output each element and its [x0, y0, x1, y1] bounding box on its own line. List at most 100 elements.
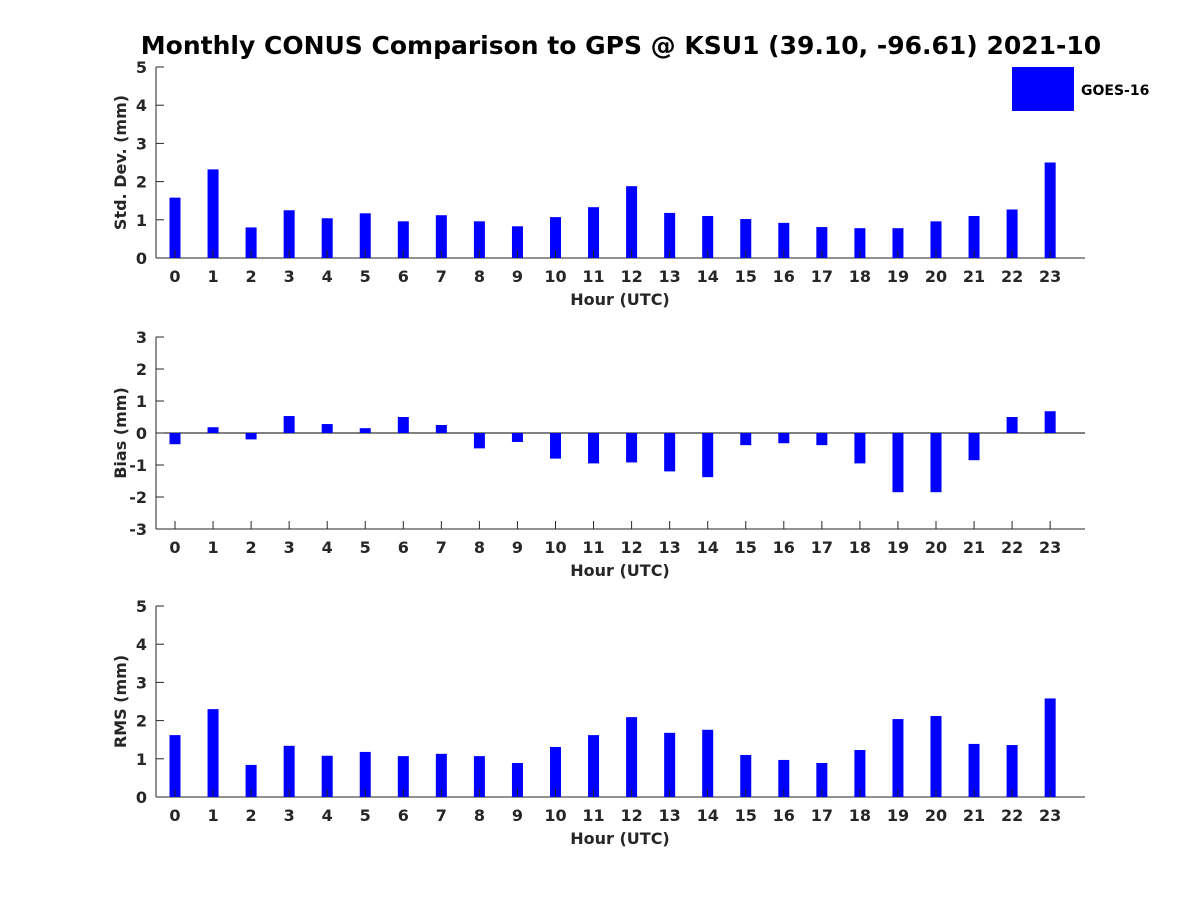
stddev-bar-16: [778, 222, 790, 258]
rms-bar-6: [397, 756, 409, 797]
bias-y-label: Bias (mm): [111, 387, 130, 479]
bias-bar-16: [778, 433, 790, 444]
stddev-x-tick-label: 14: [697, 267, 719, 286]
bias-bar-1: [207, 427, 219, 433]
bias-x-tick-label: 5: [360, 538, 371, 557]
rms-bar-8: [473, 756, 485, 797]
bias-bar-10: [550, 433, 561, 459]
rms-bar-13: [664, 732, 676, 797]
rms-x-tick-label: 4: [322, 806, 333, 825]
rms-bar-20: [930, 716, 942, 797]
bias-bar-12: [626, 433, 638, 463]
legend-swatch: [1012, 67, 1074, 111]
stddev-bar-14: [702, 215, 714, 258]
rms-x-tick-label: 1: [207, 806, 218, 825]
bias-bar-18: [854, 433, 866, 464]
bias-x-tick-label: 18: [849, 538, 871, 557]
rms-x-tick-label: 7: [436, 806, 447, 825]
rms-bar-3: [283, 745, 295, 797]
stddev-bar-10: [550, 217, 561, 258]
bias-bar-20: [930, 433, 942, 493]
rms-x-tick-label: 0: [169, 806, 180, 825]
stddev-bar-9: [511, 226, 523, 258]
bias-bar-23: [1044, 411, 1056, 433]
stddev-bar-1: [207, 169, 219, 258]
bias-y-tick-label: -2: [129, 488, 147, 507]
rms-bar-2: [245, 764, 257, 797]
bias-x-tick-label: 1: [207, 538, 218, 557]
stddev-bar-12: [626, 186, 638, 258]
rms-bar-18: [854, 750, 866, 797]
rms-bar-14: [702, 729, 714, 797]
stddev-bar-7: [435, 215, 447, 258]
rms-x-tick-label: 2: [246, 806, 257, 825]
bias-bar-22: [1006, 417, 1018, 433]
bias-bar-11: [588, 433, 600, 464]
stddev-x-tick-label: 17: [811, 267, 833, 286]
stddev-bar-11: [588, 207, 600, 258]
bias-x-label: Hour (UTC): [570, 561, 670, 580]
stddev-x-tick-label: 15: [735, 267, 757, 286]
legend: GOES-16: [1012, 67, 1149, 111]
rms-x-tick-label: 6: [398, 806, 409, 825]
rms-x-tick-label: 18: [849, 806, 871, 825]
stddev-bar-5: [359, 213, 371, 258]
rms-y-tick-label: 0: [136, 788, 147, 807]
stddev-bar-8: [473, 221, 485, 258]
legend-label-goes-16: GOES-16: [1081, 83, 1149, 99]
bias-bar-17: [816, 433, 828, 446]
rms-x-tick-label: 10: [544, 806, 566, 825]
stddev-x-tick-label: 19: [887, 267, 909, 286]
rms-bar-12: [626, 717, 638, 797]
bias-bar-8: [473, 433, 485, 449]
stddev-x-tick-label: 4: [322, 267, 333, 286]
stddev-bar-0: [169, 197, 181, 258]
bias-x-tick-label: 23: [1039, 538, 1061, 557]
rms-bar-15: [740, 754, 752, 797]
stddev-bar-20: [930, 221, 942, 258]
stddev-x-tick-label: 7: [436, 267, 447, 286]
rms-bar-4: [321, 755, 333, 797]
rms-x-tick-label: 11: [582, 806, 604, 825]
stddev-bar-2: [245, 227, 257, 258]
stddev-y-tick-label: 4: [136, 96, 147, 115]
bias-x-tick-label: 15: [735, 538, 757, 557]
stddev-bar-19: [892, 228, 904, 258]
rms-y-tick-label: 4: [136, 635, 147, 654]
stddev-bar-22: [1006, 209, 1018, 258]
rms-x-tick-label: 16: [773, 806, 795, 825]
rms-x-tick-label: 14: [697, 806, 719, 825]
rms-x-tick-label: 13: [659, 806, 681, 825]
bias-bar-14: [702, 433, 714, 478]
rms-x-tick-label: 15: [735, 806, 757, 825]
rms-bar-11: [588, 735, 600, 797]
stddev-x-tick-label: 21: [963, 267, 985, 286]
bias-x-tick-label: 7: [436, 538, 447, 557]
stddev-x-tick-label: 5: [360, 267, 371, 286]
rms-x-tick-label: 9: [512, 806, 523, 825]
chart-title: Monthly CONUS Comparison to GPS @ KSU1 (…: [141, 31, 1101, 60]
stddev-x-tick-label: 10: [544, 267, 566, 286]
rms-bar-22: [1006, 745, 1018, 797]
bias-x-tick-label: 20: [925, 538, 947, 557]
stddev-bar-18: [854, 228, 866, 258]
stddev-x-tick-label: 18: [849, 267, 871, 286]
bias-bar-21: [968, 433, 980, 461]
stddev-y-tick-label: 3: [136, 134, 147, 153]
rms-bar-1: [207, 709, 219, 797]
rms-bar-7: [435, 753, 447, 797]
rms-x-tick-label: 23: [1039, 806, 1061, 825]
bias-bar-3: [283, 416, 295, 433]
rms-x-tick-label: 21: [963, 806, 985, 825]
bias-bar-6: [397, 417, 409, 433]
rms-x-tick-label: 8: [474, 806, 485, 825]
bias-bar-2: [245, 433, 257, 440]
stddev-x-tick-label: 3: [284, 267, 295, 286]
stddev-bar-21: [968, 215, 980, 258]
stddev-y-tick-label: 0: [136, 249, 147, 268]
rms-bar-21: [968, 743, 980, 797]
bias-bar-0: [169, 433, 181, 445]
stddev-x-tick-label: 11: [582, 267, 604, 286]
stddev-x-label: Hour (UTC): [570, 290, 670, 309]
